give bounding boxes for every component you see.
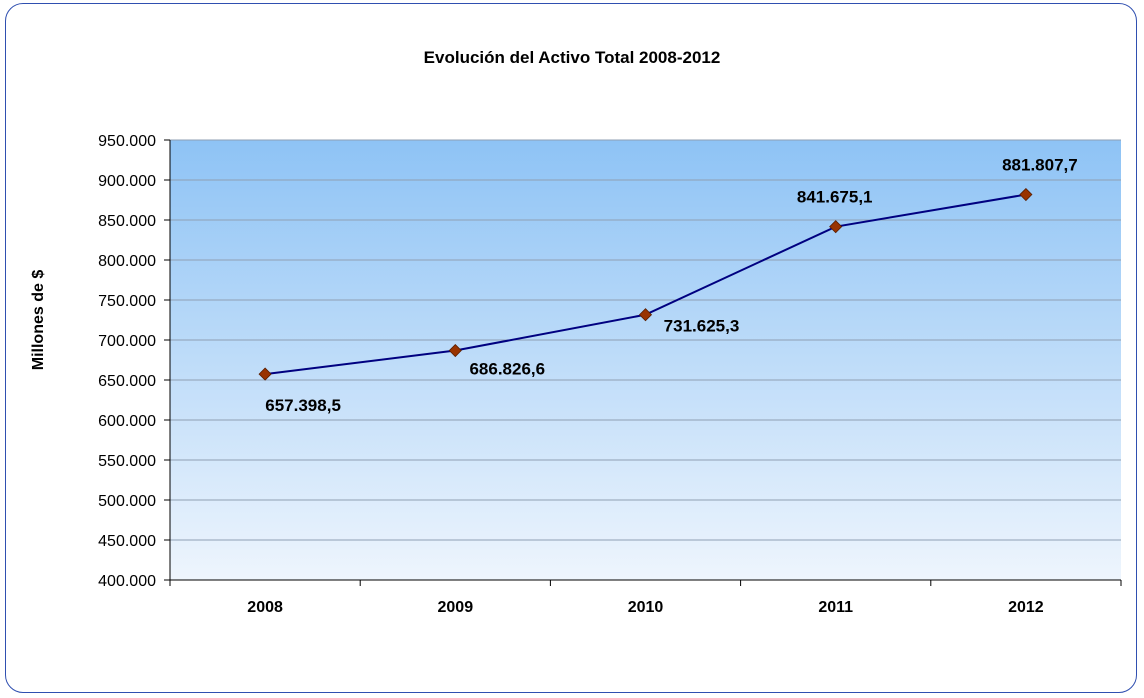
y-tick-label: 500.000	[98, 493, 156, 510]
data-label: 881.807,7	[1002, 156, 1078, 175]
data-label: 686.826,6	[469, 360, 545, 379]
data-point-marker	[258, 367, 272, 381]
axes	[164, 139, 1122, 586]
data-point-marker	[638, 308, 653, 322]
y-tick-label: 900.000	[98, 173, 156, 190]
y-tick-label: 750.000	[98, 293, 156, 310]
x-tick-label: 2009	[438, 599, 474, 616]
x-tick-label: 2012	[1008, 599, 1044, 616]
x-tick-label: 2008	[247, 599, 283, 616]
x-tick-label: 2011	[818, 599, 853, 616]
y-tick-label: 950.000	[98, 133, 156, 150]
chart-title: Evolución del Activo Total 2008-2012	[423, 48, 721, 67]
data-label: 841.675,1	[797, 188, 873, 207]
data-labels: 657.398,5 686.826,6 731.625,3 841.675,1 881.…	[265, 156, 1077, 416]
y-tick-label: 800.000	[98, 253, 156, 270]
y-tick-label: 450.000	[98, 533, 156, 550]
x-tick-labels: 2008 2009 2010 2011 2012	[247, 599, 1043, 616]
y-tick-label: 850.000	[98, 213, 156, 230]
y-tick-label: 700.000	[98, 333, 156, 350]
data-point-marker	[448, 343, 462, 358]
plot-area	[170, 140, 1121, 580]
data-label: 657.398,5	[265, 396, 341, 415]
y-tick-label: 550.000	[98, 453, 156, 470]
y-tick-labels: 400.000 450.000 500.000 550.000 600.000 650.0…	[98, 133, 156, 590]
data-label: 731.625,3	[664, 317, 740, 336]
data-point-marker	[829, 220, 843, 234]
data-point-marker	[1019, 187, 1033, 202]
grid-lines	[170, 139, 1121, 541]
y-tick-label: 400.000	[98, 573, 156, 590]
x-tick-label: 2010	[628, 599, 664, 616]
series-markers	[258, 187, 1033, 381]
y-tick-label: 600.000	[98, 413, 156, 430]
y-tick-label: 650.000	[98, 373, 156, 390]
